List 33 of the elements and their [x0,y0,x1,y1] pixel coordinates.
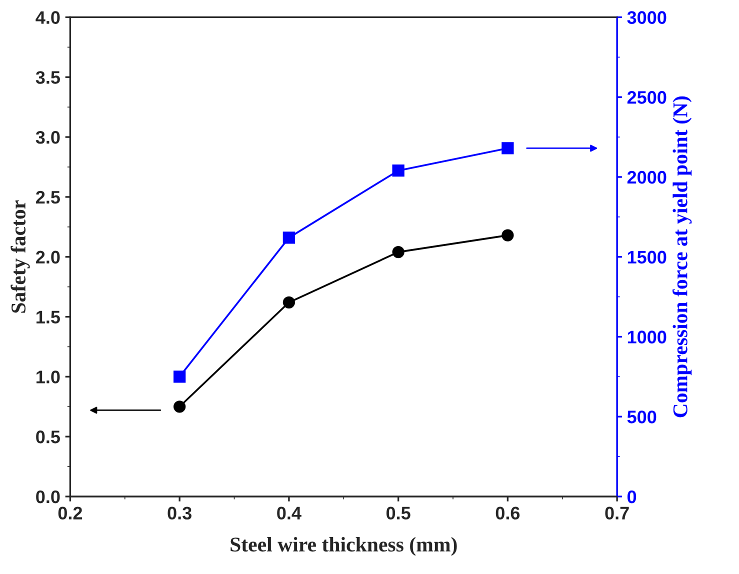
y2-tick-label: 2500 [627,91,666,104]
point [392,246,404,258]
y-tick-label: 3.0 [36,130,60,144]
y2-axis-title: Compression force at yield point (N) [672,96,692,418]
y2-tick-label: 1500 [628,250,666,264]
y2-tick-label: 2000 [627,170,666,184]
x-tick-label: 0.2 [58,506,82,520]
y-tick-label: 0.0 [36,490,60,504]
y-tick-label: 2.5 [36,190,60,204]
y2-tick-label: 1000 [628,330,666,344]
y-tick-label: 2.0 [36,250,60,264]
y2-tick-label: 500 [627,410,656,424]
y2-tick-label: 0 [628,490,636,504]
x-axis-title: Steel wire thickness (mm) [230,536,457,556]
y-tick-label: 3.5 [36,71,60,84]
x-tick-label: 0.3 [168,506,192,520]
point [282,232,296,244]
point [174,400,186,413]
x-tick-label: 0.6 [496,506,520,520]
point [502,229,514,242]
point [174,370,186,383]
y-tick-label: 1.5 [36,310,60,324]
y-axis-title: Safety factor [10,200,30,313]
point [392,164,404,177]
y-tick-label: 1.0 [36,370,60,384]
x-tick-label: 0.7 [605,506,629,520]
x-tick-label: 0.4 [277,506,302,520]
point [282,296,296,308]
y-tick-label: 0.5 [36,430,60,444]
y2-tick-label: 3000 [627,11,666,24]
y-tick-label: 4.0 [36,11,60,24]
x-tick-label: 0.5 [386,506,410,520]
point [502,142,514,154]
